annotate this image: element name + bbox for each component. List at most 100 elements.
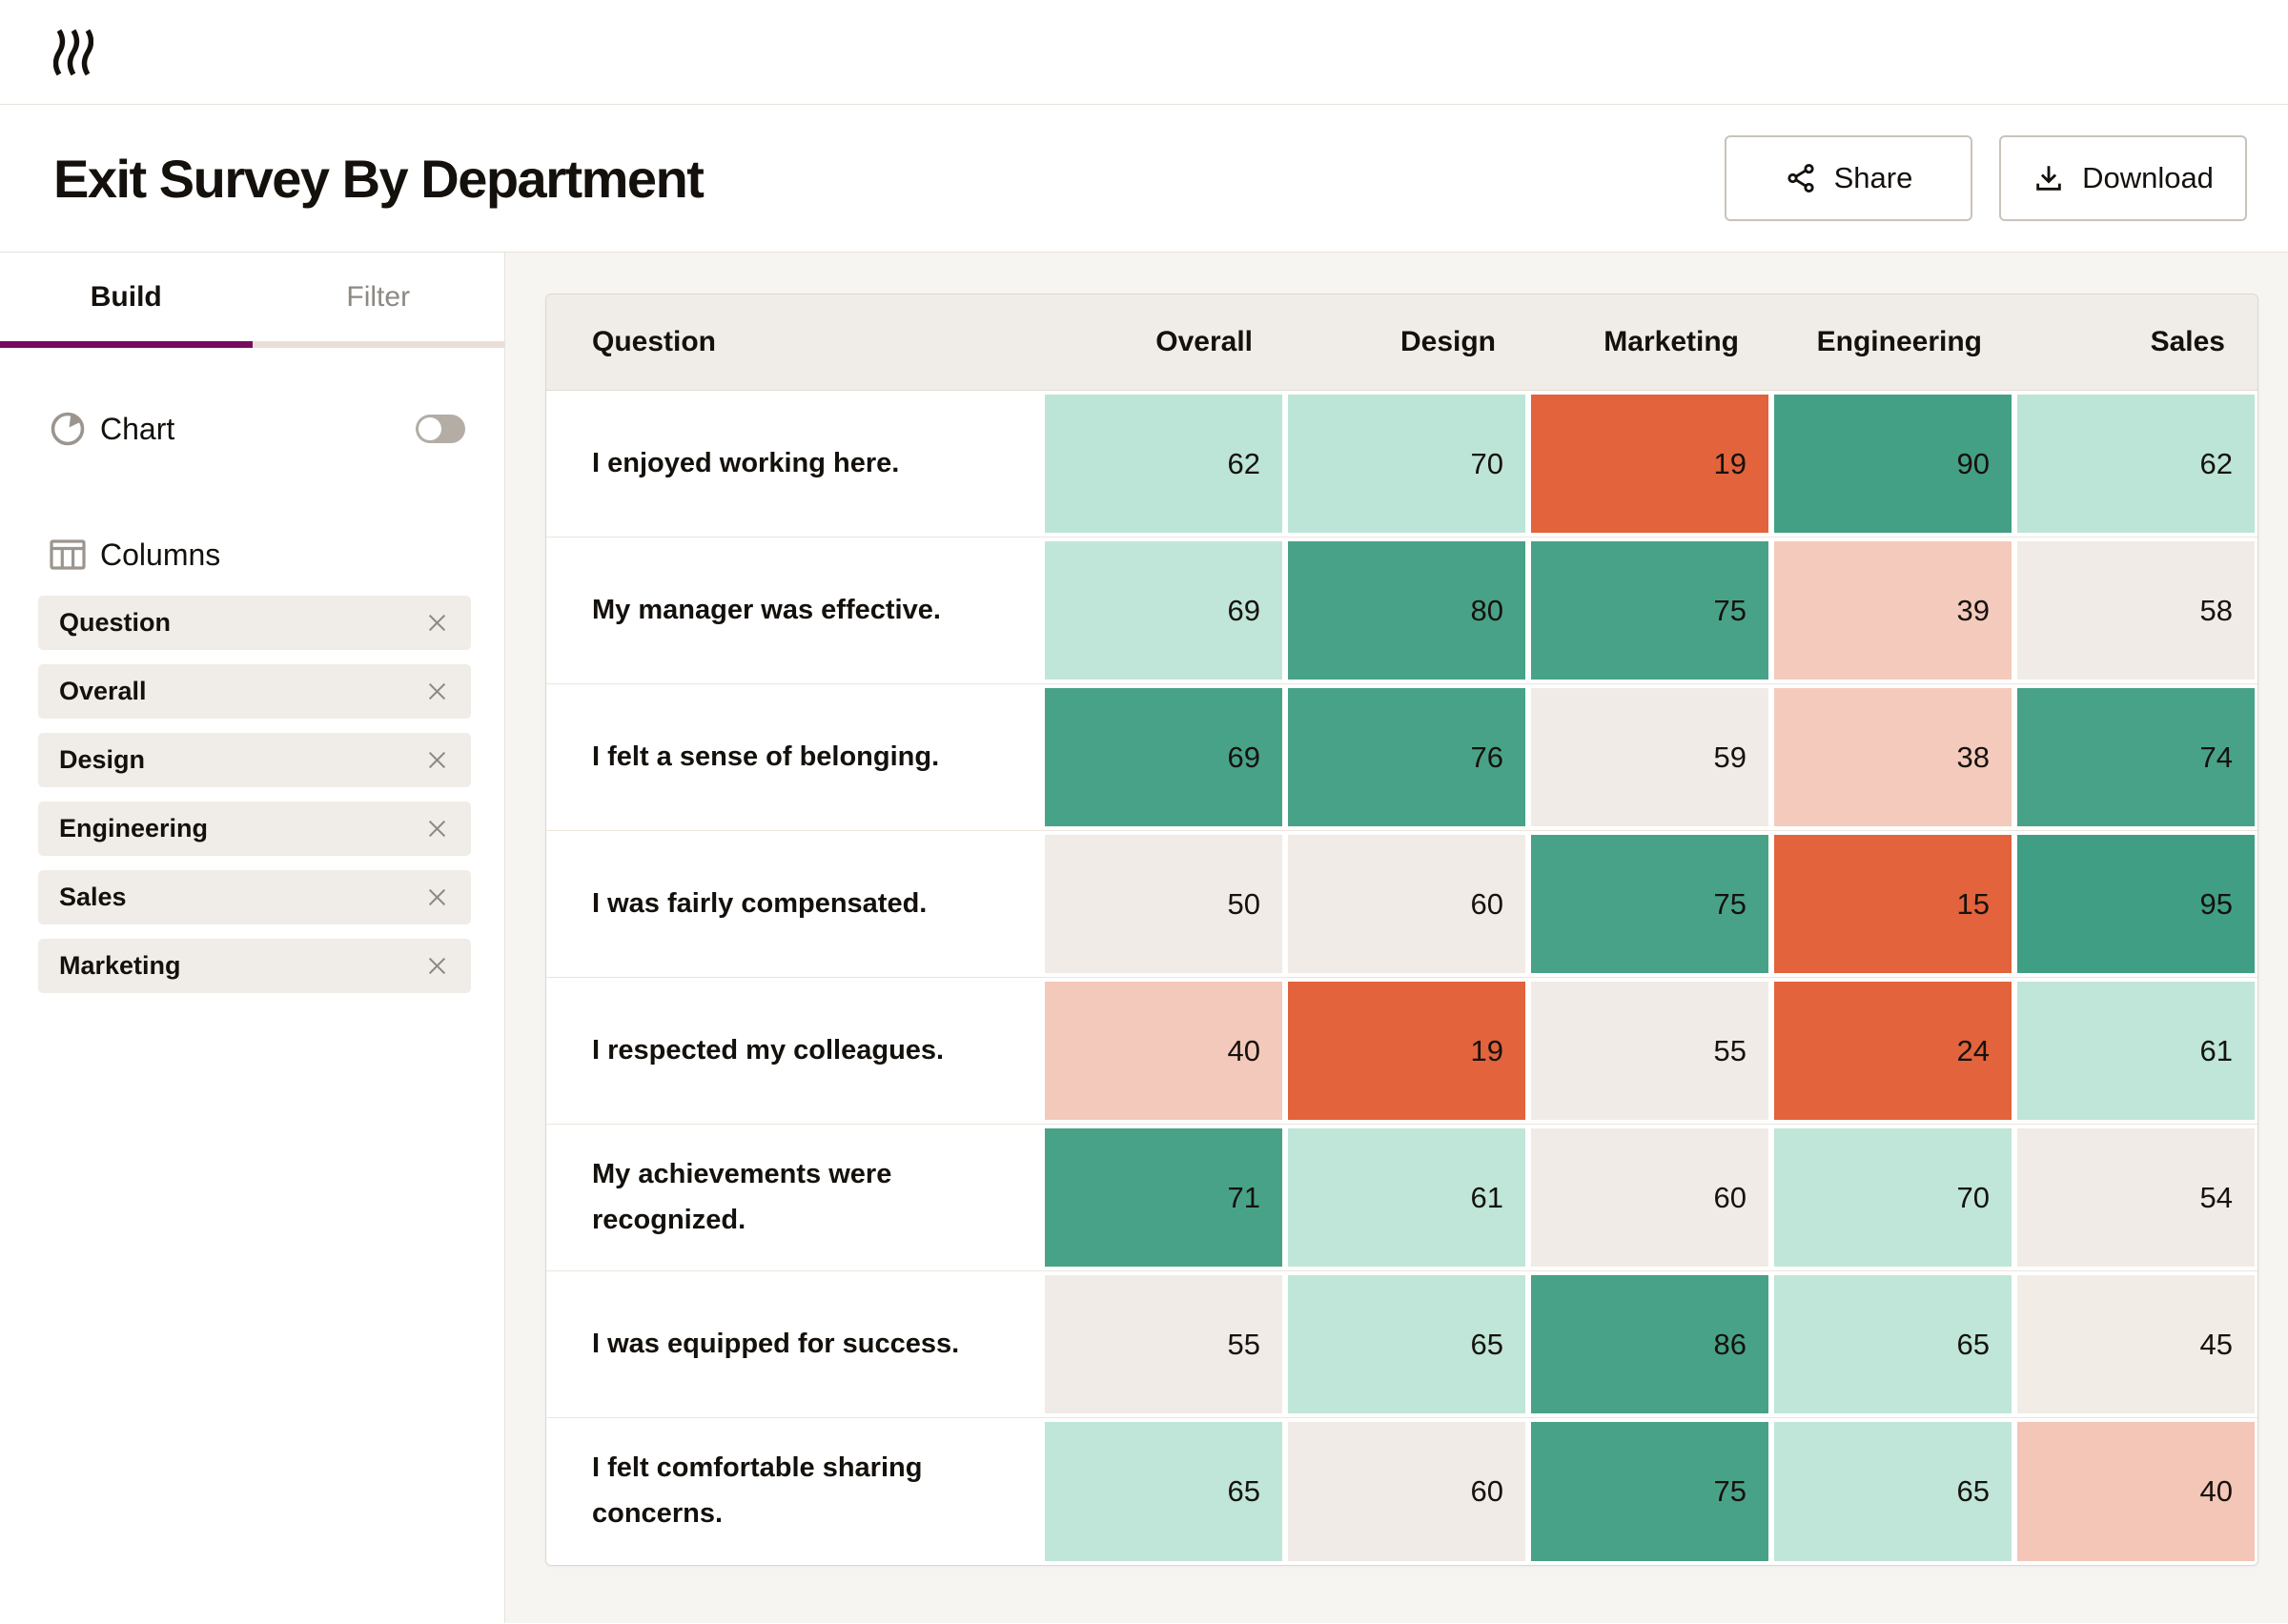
value-cell: 76 [1285, 684, 1528, 831]
value-cell: 59 [1528, 684, 1771, 831]
heatmap-cell-fill: 69 [1045, 688, 1282, 826]
question-cell: I enjoyed working here. [546, 391, 1042, 538]
heatmap-cell-fill: 50 [1045, 835, 1282, 973]
columns-row: Columns [48, 535, 465, 575]
heatmap-cell-fill: 65 [1774, 1422, 2012, 1561]
heatmap-cell-fill: 75 [1531, 835, 1768, 973]
value-cell: 61 [2014, 978, 2257, 1125]
header-row: Question Overall Design Marketing Engineerin… [546, 294, 2257, 391]
heatmap-cell-fill: 60 [1288, 835, 1525, 973]
title-row: Exit Survey By Department Share Download [0, 105, 2288, 253]
value-cell: 70 [1771, 1125, 2014, 1271]
main-area: Question Overall Design Marketing Engineerin… [505, 253, 2288, 1623]
remove-column-icon[interactable] [424, 679, 450, 704]
heatmap-cell-fill: 95 [2017, 835, 2255, 973]
heatmap-cell-fill: 54 [2017, 1128, 2255, 1267]
table-row: I was equipped for success. 55 65 86 65 45 [546, 1271, 2257, 1418]
value-cell: 19 [1528, 391, 1771, 538]
heatmap-cell-fill: 75 [1531, 1422, 1768, 1561]
value-cell: 69 [1042, 538, 1285, 684]
column-chip-overall[interactable]: Overall [38, 664, 471, 719]
heatmap-cell-fill: 58 [2017, 541, 2255, 680]
tab-build[interactable]: Build [0, 253, 253, 348]
table-row: My achievements were recognized. 71 61 60 70… [546, 1125, 2257, 1271]
heatmap-cell-fill: 86 [1531, 1275, 1768, 1413]
heatmap-cell-fill: 62 [1045, 395, 1282, 533]
column-header-marketing: Marketing [1528, 294, 1771, 391]
value-cell: 65 [1771, 1418, 2014, 1565]
value-cell: 40 [2014, 1418, 2257, 1565]
question-cell: I was equipped for success. [546, 1271, 1042, 1418]
heatmap-cell-fill: 75 [1531, 541, 1768, 680]
download-button[interactable]: Download [1999, 135, 2247, 221]
remove-column-icon[interactable] [424, 816, 450, 842]
column-chip-marketing[interactable]: Marketing [38, 939, 471, 993]
heatmap-cell-fill: 65 [1045, 1422, 1282, 1561]
share-icon [1788, 163, 1814, 193]
remove-column-icon[interactable] [424, 610, 450, 636]
heatmap-cell-fill: 40 [1045, 982, 1282, 1120]
remove-column-icon[interactable] [424, 953, 450, 979]
share-button[interactable]: Share [1725, 135, 1972, 221]
question-cell: I respected my colleagues. [546, 978, 1042, 1125]
heatmap-cell-fill: 55 [1531, 982, 1768, 1120]
heatmap-cell-fill: 19 [1531, 395, 1768, 533]
value-cell: 55 [1042, 1271, 1285, 1418]
column-header-question: Question [546, 294, 1042, 391]
question-cell: I felt a sense of belonging. [546, 684, 1042, 831]
tab-filter[interactable]: Filter [252, 253, 504, 348]
heatmap-cell-fill: 61 [1288, 1128, 1525, 1267]
column-chip-label: Question [59, 608, 172, 637]
column-chip-engineering[interactable]: Engineering [38, 802, 471, 856]
table-body: I enjoyed working here. 62 70 19 90 62 My mana… [546, 391, 2257, 1565]
value-cell: 60 [1528, 1125, 1771, 1271]
value-cell: 54 [2014, 1125, 2257, 1271]
column-chip-question[interactable]: Question [38, 596, 471, 650]
column-chip-design[interactable]: Design [38, 733, 471, 787]
column-chip-label: Marketing [59, 951, 181, 980]
question-cell: I felt comfortable sharing concerns. [546, 1418, 1042, 1565]
value-cell: 62 [2014, 391, 2257, 538]
top-bar [0, 0, 2288, 105]
survey-table: Question Overall Design Marketing Engineerin… [546, 294, 2257, 1565]
chart-toggle[interactable] [416, 415, 465, 443]
heatmap-cell-fill: 70 [1288, 395, 1525, 533]
heatmap-cell-fill: 71 [1045, 1128, 1282, 1267]
value-cell: 15 [1771, 831, 2014, 978]
heatmap-cell-fill: 70 [1774, 1128, 2012, 1267]
download-button-label: Download [2082, 161, 2214, 194]
column-chip-label: Sales [59, 883, 127, 911]
value-cell: 61 [1285, 1125, 1528, 1271]
column-chip-label: Design [59, 745, 146, 774]
heatmap-cell-fill: 55 [1045, 1275, 1282, 1413]
question-cell: I was fairly compensated. [546, 831, 1042, 978]
question-cell: My achievements were recognized. [546, 1125, 1042, 1271]
value-cell: 39 [1771, 538, 2014, 684]
heatmap-cell-fill: 38 [1774, 688, 2012, 826]
value-cell: 75 [1528, 538, 1771, 684]
value-cell: 95 [2014, 831, 2257, 978]
value-cell: 50 [1042, 831, 1285, 978]
column-chip-sales[interactable]: Sales [38, 870, 471, 924]
value-cell: 60 [1285, 831, 1528, 978]
remove-column-icon[interactable] [424, 884, 450, 910]
heatmap-cell-fill: 15 [1774, 835, 2012, 973]
heatmap-cell-fill: 60 [1531, 1128, 1768, 1267]
heatmap-cell-fill: 61 [2017, 982, 2255, 1120]
sidebar-tabs: Build Filter [0, 253, 504, 348]
page-title: Exit Survey By Department [53, 148, 705, 209]
share-button-label: Share [1833, 161, 1913, 194]
question-cell: My manager was effective. [546, 538, 1042, 684]
columns-label: Columns [100, 537, 221, 572]
heatmap-cell-fill: 45 [2017, 1275, 2255, 1413]
heatmap-cell-fill: 65 [1288, 1275, 1525, 1413]
value-cell: 70 [1285, 391, 1528, 538]
value-cell: 74 [2014, 684, 2257, 831]
table-row: I enjoyed working here. 62 70 19 90 62 [546, 391, 2257, 538]
remove-column-icon[interactable] [424, 747, 450, 773]
rows-logo-icon[interactable] [53, 28, 93, 77]
toggle-knob [419, 417, 441, 440]
value-cell: 19 [1285, 978, 1528, 1125]
value-cell: 71 [1042, 1125, 1285, 1271]
value-cell: 80 [1285, 538, 1528, 684]
